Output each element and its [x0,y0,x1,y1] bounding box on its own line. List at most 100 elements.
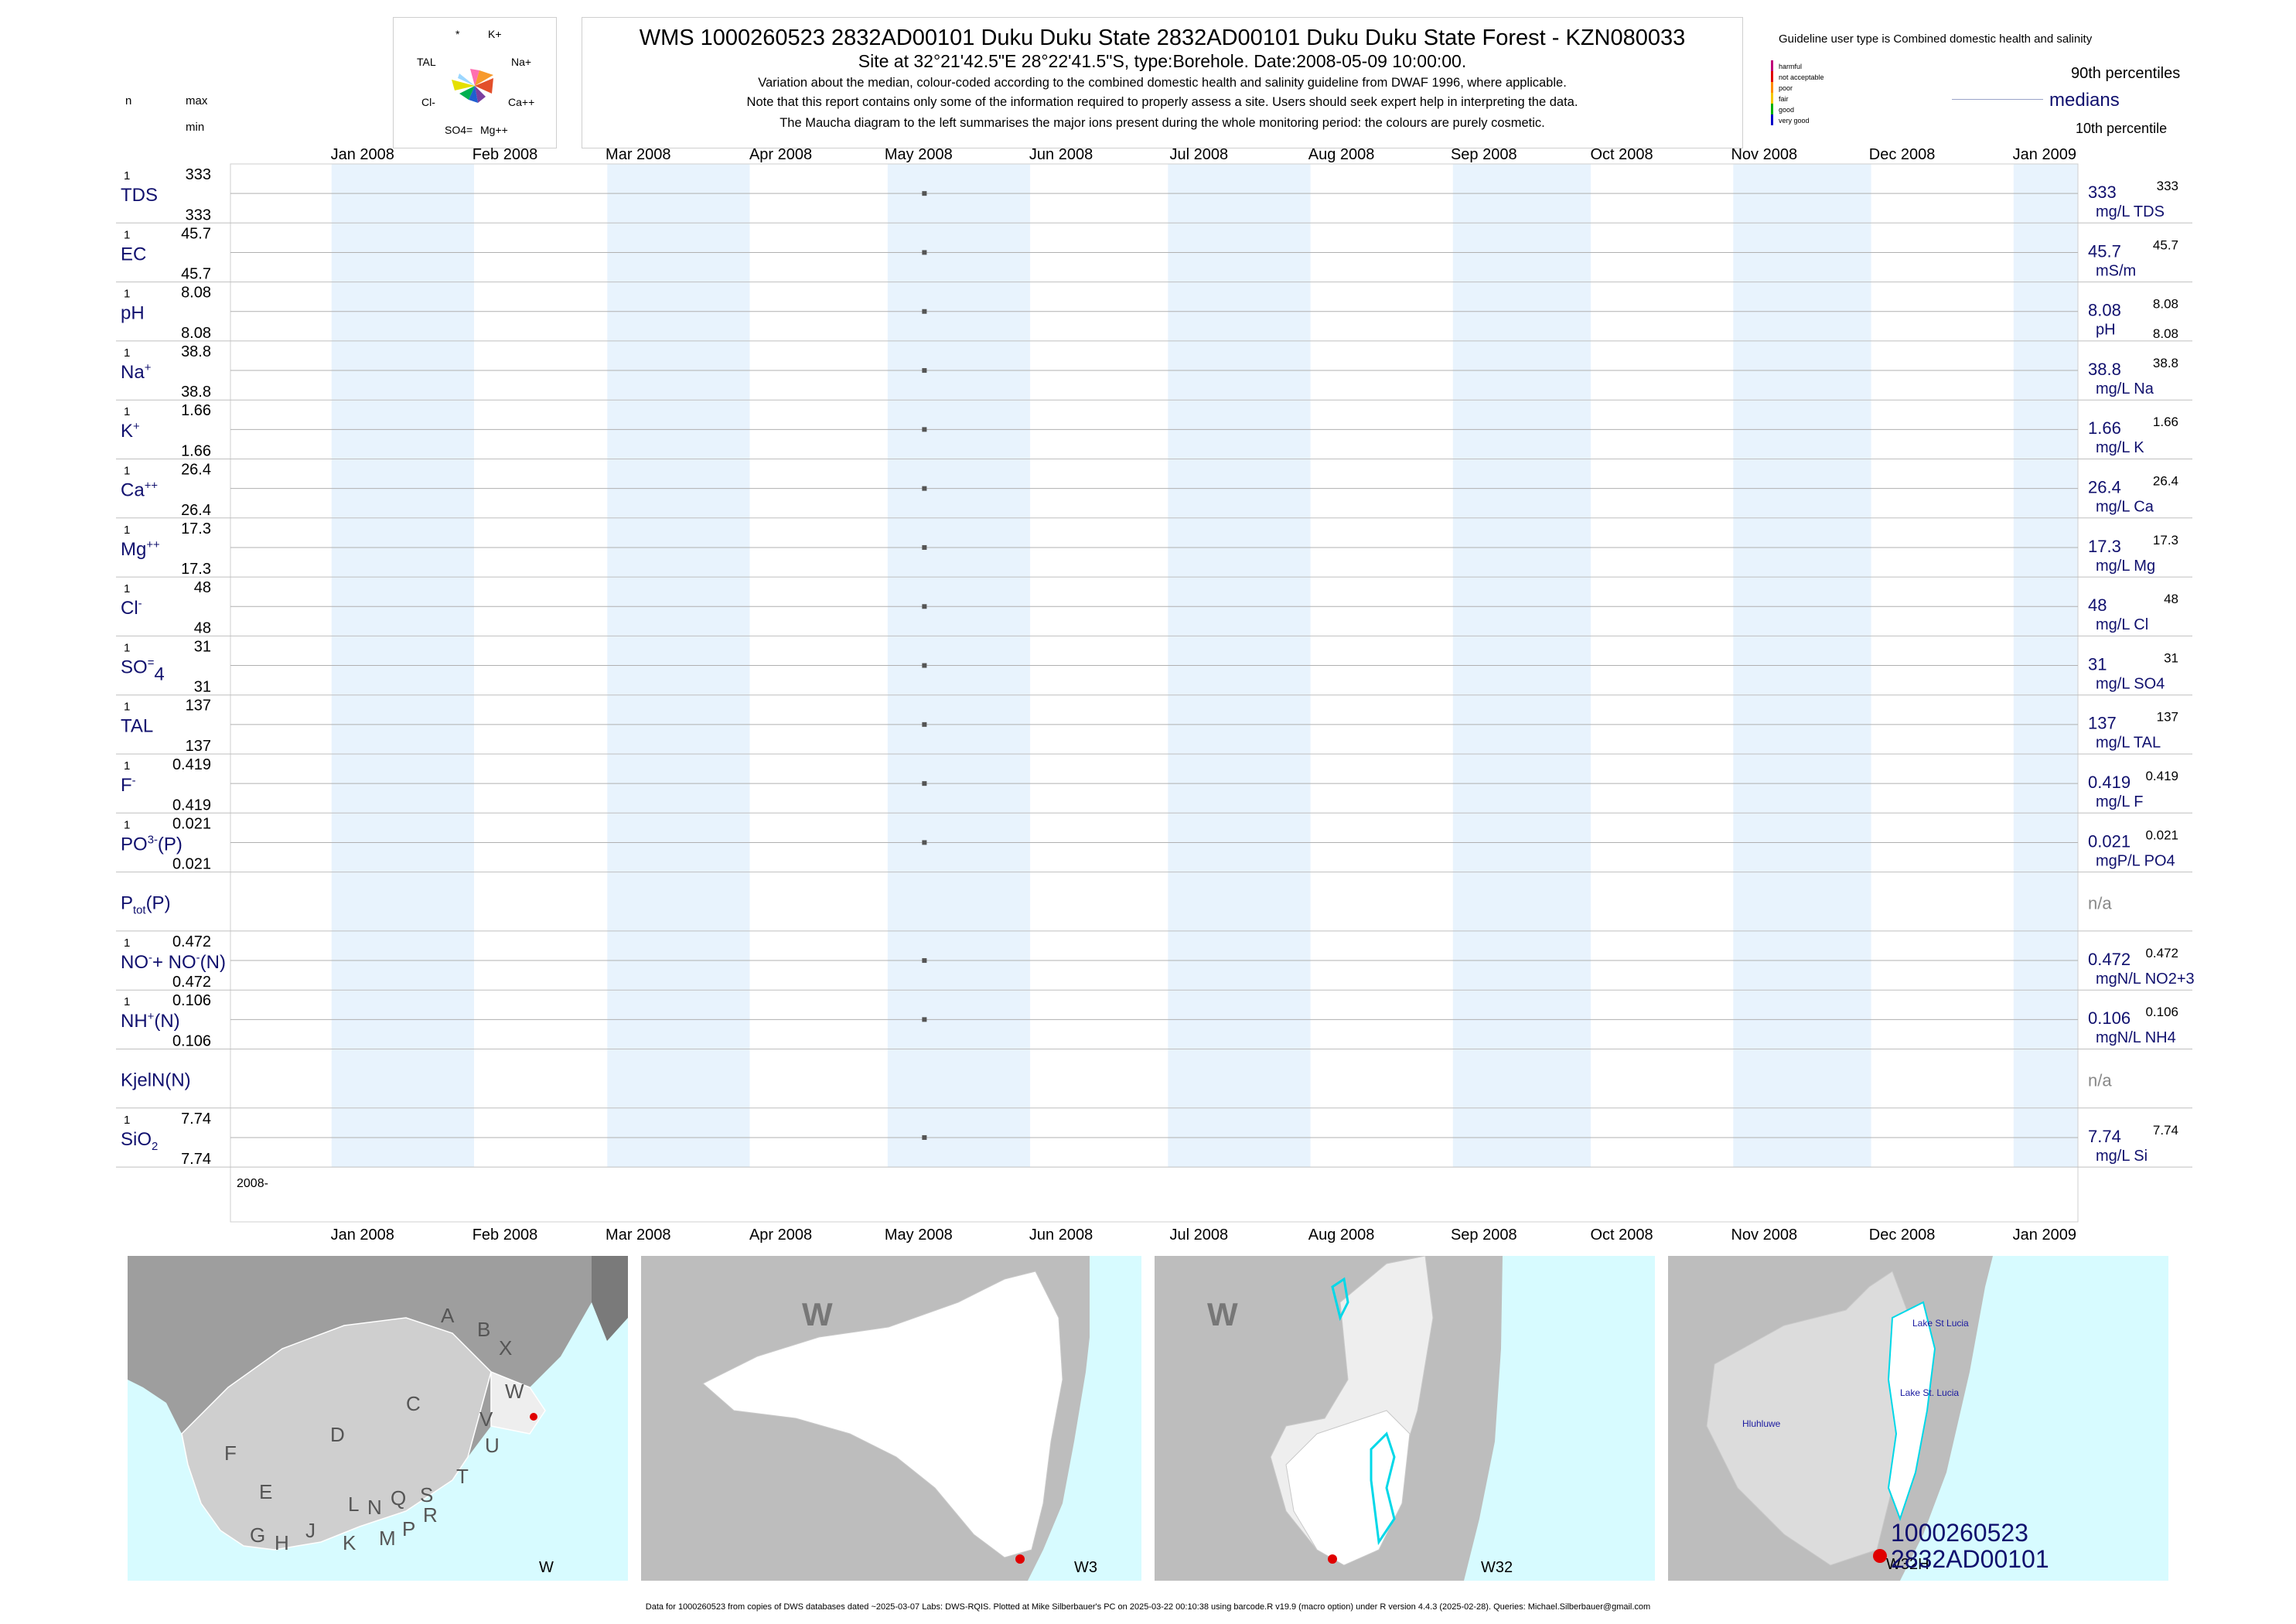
n-header: n [125,94,132,107]
row-10-max: 0.419 [172,756,211,773]
map-3-site-marker [1328,1554,1337,1564]
legend-swatch-1 [1771,71,1773,82]
row-14-min: 0.106 [172,1033,211,1050]
year-label: 2008- [237,1177,268,1190]
row-5-max: 26.4 [181,462,211,479]
month-label-bottom-0: Jan 2008 [331,1227,394,1244]
row-6-min: 17.3 [181,561,211,578]
row-5-n: 1 [124,465,130,478]
row-3-data-point [922,368,927,374]
map-panel-2: W W3 [641,1256,1141,1581]
map-4-svg [1668,1256,2168,1581]
month-label-top-7: Aug 2008 [1308,146,1375,163]
row-16-n: 1 [124,1114,130,1127]
map-1-site-marker [530,1413,537,1421]
maucha-tal-label: TAL [417,56,436,68]
row-4-n: 1 [124,405,130,418]
plot-border [230,163,2079,1223]
map-region-l: L [348,1493,360,1516]
note-line-2: Note that this report contains only some… [746,95,1578,109]
maucha-svg: * K+ TAL Na+ Cl- Ca++ SO4= Mg++ [417,28,534,136]
row-10-median: 0.419 [2088,773,2131,792]
map-region-f: F [224,1441,237,1465]
month-label-bottom-9: Oct 2008 [1590,1227,1653,1244]
p90-label: 90th percentiles [2071,65,2181,82]
row-4-label: K+ [121,421,140,442]
row-11-max: 0.021 [172,815,211,832]
row-16-label: SiO2 [121,1129,158,1153]
row-3-p90: 38.8 [2153,356,2178,370]
row-3-median: 38.8 [2088,360,2121,379]
row-13-data-point [922,958,927,964]
map-1-label: W [539,1559,554,1576]
map-region-g: G [250,1523,266,1547]
map-region-a: A [441,1304,455,1327]
month-label-top-8: Sep 2008 [1451,146,1517,163]
row-10-unit: mg/L F [2096,793,2144,810]
row-10-data-point [922,781,927,786]
month-label-top-0: Jan 2008 [331,146,394,163]
row-13-min: 0.472 [172,974,211,991]
maucha-ca-wedge [475,78,493,94]
p10-label: 10th percentile [2076,121,2168,136]
row-3-n: 1 [124,346,130,360]
map-3-label: W32 [1481,1559,1513,1576]
row-5-median: 26.4 [2088,478,2121,497]
row-4-data-point [922,427,927,432]
map-3-svg [1155,1256,1655,1581]
row-15-label: KjelN(N) [121,1070,191,1091]
month-label-bottom-4: May 2008 [885,1227,953,1244]
note-line-3: The Maucha diagram to the left summarise… [780,116,1545,130]
row-13-p90: 0.472 [2145,946,2178,960]
legend-level-1: not acceptable [1779,73,1824,81]
row-14-data-point [922,1017,927,1022]
row-6-n: 1 [124,524,130,537]
legend-swatch-5 [1771,114,1773,125]
map-4-label: W32H [1886,1556,1929,1573]
map-2-site-marker [1015,1554,1025,1564]
month-label-bottom-8: Sep 2008 [1451,1227,1517,1244]
row-4-unit: mg/L K [2096,439,2144,456]
row-0-min: 333 [186,206,211,223]
map-4-site-id: 1000260523 [1891,1519,2028,1547]
row-9-max: 137 [186,698,211,715]
map-4-place-2: Lake St. Lucia [1900,1387,1960,1398]
month-label-top-3: Apr 2008 [749,146,812,163]
row-8-median: 31 [2088,654,2107,674]
row-2-min: 8.08 [181,325,211,342]
month-labels-top: Jan 2008 Feb 2008 Mar 2008 Apr 2008 May 2008… [331,146,2076,163]
legend-level-4: good [1779,106,1794,114]
map-4-site-code: 2832AD00101 [1891,1545,2049,1573]
row-8-unit: mg/L SO4 [2096,675,2165,692]
row-12-label: Ptot(P) [121,893,171,917]
maucha-mg-label: Mg++ [480,124,508,136]
map-region-h: H [275,1531,289,1554]
row-7-p90: 48 [2164,592,2178,606]
row-8-min: 31 [194,679,211,696]
map-region-e: E [259,1480,273,1503]
row-5-p90: 26.4 [2153,474,2178,489]
row-5-label: Ca++ [121,480,158,501]
legend-swatch-3 [1771,93,1773,104]
row-7-n: 1 [124,582,130,595]
row-16-min: 7.74 [181,1151,211,1168]
row-3-min: 38.8 [181,384,211,401]
row-13-n: 1 [124,937,130,950]
row-2-p10: 8.08 [2153,326,2178,341]
row-0-p90: 333 [2157,179,2178,193]
map-region-c: C [406,1392,421,1415]
legend-level-5: very good [1779,117,1810,125]
month-label-bottom-12: Jan 2009 [2013,1227,2076,1244]
row-8-n: 1 [124,641,130,654]
row-8-label: SO=4 [121,657,165,684]
maucha-cl-label: Cl- [421,96,435,108]
legend-level-0: harmful [1779,63,1802,70]
row-16-max: 7.74 [181,1111,211,1128]
row-16-p90: 7.74 [2153,1123,2178,1138]
map-panel-4: Lake St Lucia Lake St. Lucia Hluhluwe W3… [1668,1256,2168,1581]
row-7-max: 48 [194,579,211,596]
row-6-median: 17.3 [2088,537,2121,556]
row-16-unit: mg/L Si [2096,1148,2148,1165]
row-0-unit: mg/L TDS [2096,203,2165,220]
